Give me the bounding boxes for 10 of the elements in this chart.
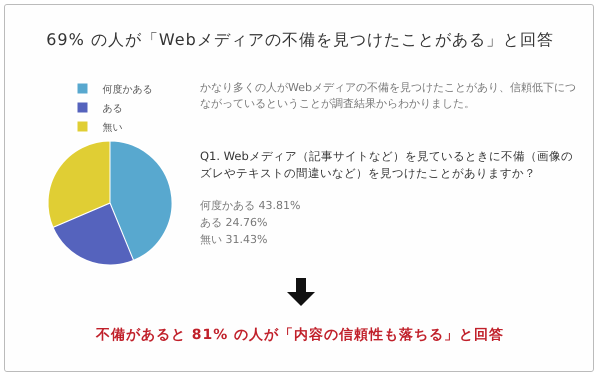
text: ある 24.76% [200,215,268,231]
text: 69% の人が「Webメディアの不備を見つけたことがある」と回答 [45,30,555,51]
text: Q1. Webメディア（記事サイトなど）を見ているときに不備（画像のズレやテキストの間違いなど）を見つけたことがありますか？ [200,148,574,182]
text: 何度かある 43.81% [200,198,302,214]
legend-label: 何度かある [102,83,152,96]
legend-label: 無い [102,121,122,134]
text: 無い 31.43% [200,232,268,248]
text: かなり多くの人がWebメディアの不備を見つけたことがあり、信頼低下につながっているということが調査結果からわかりました。 [200,80,577,112]
legend-label: ある [102,103,122,114]
text: 不備があると 81% の人が「内容の信頼性も落ちる」と回答 [94,326,506,344]
